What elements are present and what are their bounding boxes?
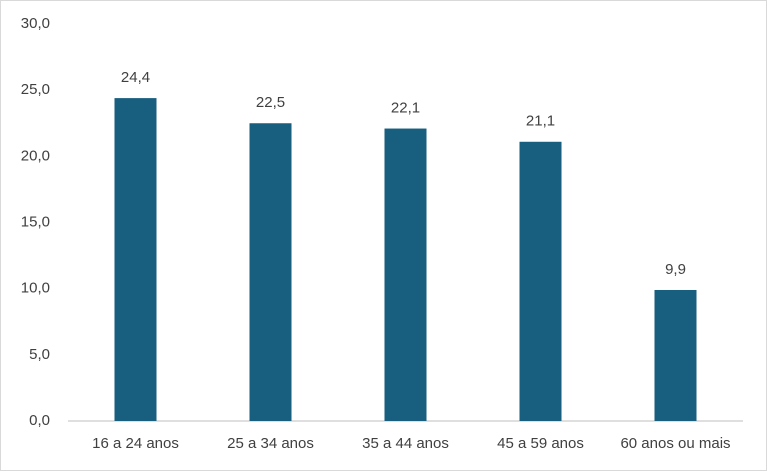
y-tick-label: 0,0 [29, 412, 50, 429]
y-tick-label: 30,0 [21, 15, 50, 32]
bar [519, 141, 562, 421]
y-tick-label: 10,0 [21, 280, 50, 297]
data-label: 21,1 [526, 113, 555, 130]
data-label: 22,5 [256, 94, 285, 111]
x-tick-label: 35 a 44 anos [362, 435, 449, 452]
data-label: 22,1 [391, 100, 420, 117]
x-tick-label: 25 a 34 anos [227, 435, 314, 452]
y-tick-label: 5,0 [29, 346, 50, 363]
bar [654, 289, 697, 421]
x-tick-label: 60 anos ou mais [620, 435, 730, 452]
y-tick-label: 25,0 [21, 81, 50, 98]
bar [384, 128, 427, 421]
x-tick-label: 45 a 59 anos [497, 435, 584, 452]
data-label: 9,9 [665, 261, 686, 278]
y-tick-label: 20,0 [21, 147, 50, 164]
y-tick-label: 15,0 [21, 213, 50, 230]
bar [114, 98, 157, 422]
bar [249, 123, 292, 421]
data-label: 24,4 [121, 69, 150, 86]
x-tick-label: 16 a 24 anos [92, 435, 179, 452]
